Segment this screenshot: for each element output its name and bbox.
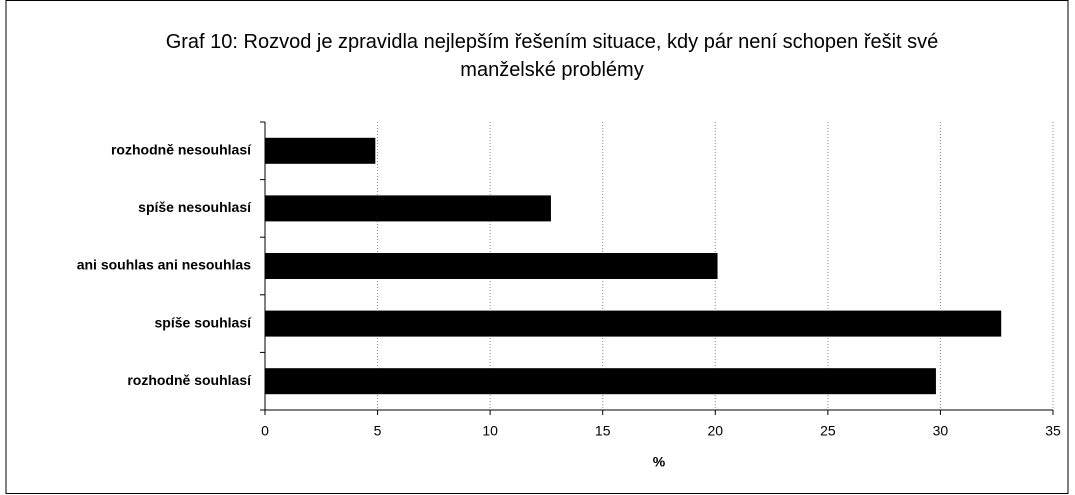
bar	[265, 310, 1002, 337]
y-tick-label: rozhodně souhlasí	[127, 372, 252, 388]
y-tick-label: spíše souhlasí	[155, 314, 253, 330]
bar	[265, 195, 551, 222]
x-tick-label: 35	[1045, 423, 1061, 439]
x-tick-label: 5	[374, 423, 382, 439]
x-tick-label: 15	[595, 423, 611, 439]
chart-frame	[5, 0, 1069, 494]
y-tick-label: rozhodně nesouhlasí	[111, 142, 252, 158]
x-tick-label: 20	[707, 423, 723, 439]
chart-title: Graf 10: Rozvod je zpravidla nejlepším ř…	[165, 31, 939, 81]
y-tick-label: spíše nesouhlasí	[138, 199, 252, 215]
x-tick-label: 30	[933, 423, 949, 439]
bar	[265, 253, 718, 279]
bar	[265, 368, 936, 395]
y-tick-label: ani souhlas ani nesouhlas	[77, 257, 251, 273]
x-axis-label: %	[653, 454, 666, 470]
x-tick-label: 10	[482, 423, 498, 439]
x-tick-label: 25	[820, 423, 836, 439]
bar	[265, 137, 376, 164]
x-tick-label: 0	[261, 423, 269, 439]
